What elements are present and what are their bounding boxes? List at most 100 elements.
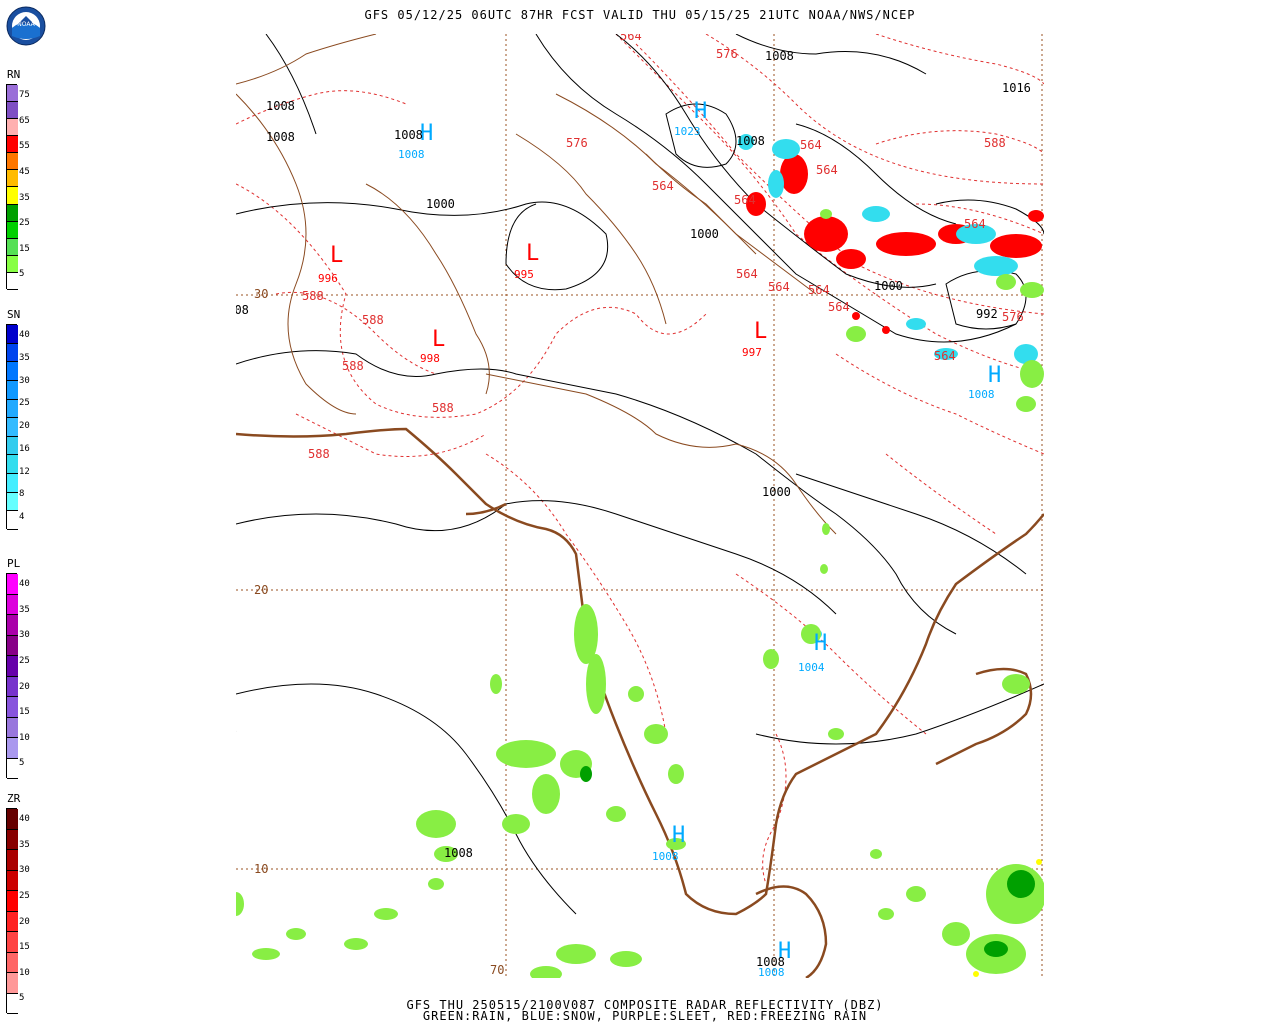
thickness-label: 576	[716, 47, 738, 61]
legend-color-swatch	[7, 829, 18, 850]
legend-color-swatch	[7, 418, 18, 437]
legend-value-label: 25	[19, 890, 30, 901]
isobar-label: 992	[976, 307, 998, 321]
legend-color-swatch	[7, 676, 18, 697]
legend-value-label: 65	[19, 115, 30, 126]
legend-color-swatch	[7, 891, 18, 912]
grid-label-lat10: 10	[254, 862, 268, 876]
legend-value-label: 30	[19, 630, 30, 641]
low-center-value: 995	[514, 268, 534, 281]
isobar-label: 1008	[765, 49, 794, 63]
isobar-label: 1008	[236, 723, 237, 737]
legend-color-swatch	[7, 272, 18, 290]
legend-color-swatch	[7, 635, 18, 656]
legend-value-label: 10	[19, 967, 30, 978]
isobar-label: 1008	[736, 134, 765, 148]
product-description: GFS THU 250515/2100V087 COMPOSITE RADAR …	[406, 998, 884, 1012]
grid-label-lon70: 70	[490, 963, 504, 977]
legend-value-label: 45	[19, 166, 30, 177]
legend-title: ZR	[7, 792, 21, 805]
thickness-label: 588	[302, 289, 324, 303]
thickness-label: 588	[342, 359, 364, 373]
svg-text:NOAA: NOAA	[17, 21, 35, 28]
legend-color-swatch	[7, 973, 18, 994]
legend-value-label: 5	[19, 993, 25, 1004]
legend-title: SN	[7, 308, 21, 321]
legend-color-swatch	[7, 343, 18, 363]
low-center-symbol: L	[526, 241, 539, 266]
legend-value-label: 25	[19, 398, 30, 409]
low-center-value: 997	[742, 346, 762, 359]
thickness-label: 576	[566, 136, 588, 150]
legend-value-label: 55	[19, 141, 30, 152]
legend-color-swatch	[7, 911, 18, 932]
legend-color-swatch	[7, 187, 18, 205]
thickness-label: 564	[964, 217, 986, 231]
legend-value-label: 35	[19, 839, 30, 850]
legend-color-bar	[6, 324, 18, 530]
isobar-label: 1000	[874, 279, 903, 293]
low-center-symbol: L	[754, 319, 767, 344]
thickness-label: 564	[652, 179, 674, 193]
legend-value-label: 16	[19, 443, 30, 454]
legend-color-bar	[6, 84, 18, 290]
legend-color-bar	[6, 808, 18, 1014]
legend-value-label: 20	[19, 916, 30, 927]
legend-color-swatch	[7, 474, 18, 493]
isobar-label: 1008	[266, 130, 295, 144]
legend-color-swatch	[7, 809, 18, 830]
coastline	[236, 427, 1044, 978]
isobar-label: 1008	[236, 303, 249, 317]
legend-value-label: 30	[19, 375, 30, 386]
legend-value-label: 4	[19, 512, 25, 523]
legend-value-label: 15	[19, 942, 30, 953]
legend-value-label: 15	[19, 707, 30, 718]
legend-color-swatch	[7, 758, 18, 779]
legend-color-swatch	[7, 738, 18, 759]
legend-color-swatch	[7, 85, 18, 103]
legend-value-label: 30	[19, 865, 30, 876]
legend-value-label: 35	[19, 604, 30, 615]
legend-color-swatch	[7, 221, 18, 239]
legend-color-swatch	[7, 615, 18, 636]
legend-color-swatch	[7, 656, 18, 677]
legend-color-swatch	[7, 870, 18, 891]
legend-color-swatch	[7, 255, 18, 273]
thickness-label: 576	[1002, 310, 1024, 324]
high-center-symbol: H	[778, 939, 791, 964]
legend-color-swatch	[7, 362, 18, 381]
high-center-value: 1004	[798, 661, 825, 674]
thickness-label: 588	[432, 401, 454, 415]
legend-value-label: 40	[19, 330, 30, 340]
legend-color-swatch	[7, 594, 18, 615]
legend-color-swatch	[7, 204, 18, 222]
radar-intense-rain	[973, 859, 1042, 977]
legend-color-swatch	[7, 238, 18, 256]
legend-value-label: 40	[19, 579, 30, 589]
legend-color-swatch	[7, 952, 18, 973]
high-center-symbol: H	[988, 363, 1001, 388]
legend-color-swatch	[7, 102, 18, 120]
high-center-value: 1008	[652, 850, 679, 863]
legend-color-swatch	[7, 170, 18, 188]
precip-type-key: GREEN:RAIN, BLUE:SNOW, PURPLE:SLEET, RED…	[422, 1009, 868, 1023]
radar-snow	[738, 134, 1038, 639]
low-center-symbol: L	[330, 243, 343, 268]
high-center-value: 1008	[398, 148, 425, 161]
legend-color-swatch	[7, 436, 18, 456]
legend-title: PL	[7, 557, 21, 570]
grid-label-lat20: 20	[254, 583, 268, 597]
legend-value-label: 25	[19, 218, 30, 229]
political-borders	[236, 34, 837, 535]
high-center-symbol: H	[420, 121, 433, 146]
map-title: GFS 05/12/25 06UTC 87HR FCST VALID THU 0…	[364, 8, 916, 22]
isobar-label: 1008	[394, 128, 423, 142]
legend-value-label: 10	[19, 732, 30, 743]
radar-heavy-rain	[580, 766, 1035, 957]
legend-value-label: 12	[19, 466, 30, 477]
isobar-label: 1008	[444, 846, 473, 860]
legend-color-swatch	[7, 993, 18, 1014]
legend-color-bar	[6, 573, 18, 779]
thickness-label: 588	[362, 313, 384, 327]
weather-map: 30 20 10 70 L 996 L 995 L 998 L 997 H 10…	[236, 34, 1044, 978]
